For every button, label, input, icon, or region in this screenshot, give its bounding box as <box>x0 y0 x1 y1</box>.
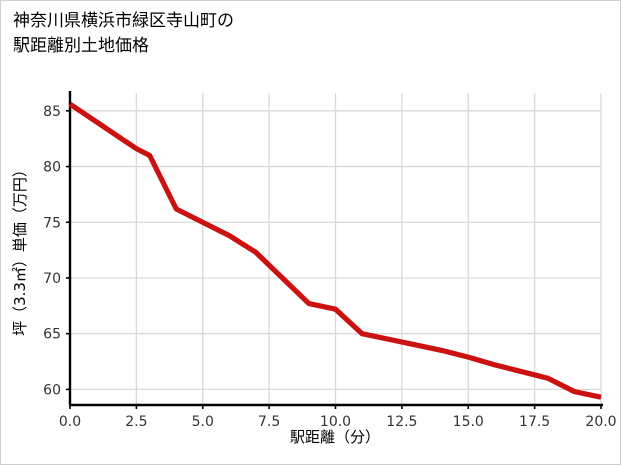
y-tick-label: 75 <box>43 215 61 231</box>
x-tick-label: 0.0 <box>59 414 81 430</box>
x-tick-label: 15.0 <box>453 414 484 430</box>
gridlines <box>69 93 602 405</box>
chart-title: 神奈川県横浜市緑区寺山町の 駅距離別土地価格 <box>13 11 234 56</box>
x-tick-labels: 0.0 2.5 5.0 7.5 10.0 12.5 15.0 17.5 20.0 <box>59 414 617 430</box>
x-tick-label: 7.5 <box>258 414 280 430</box>
x-tick-label: 2.5 <box>125 414 147 430</box>
axis-spines <box>68 91 603 407</box>
data-line-series <box>68 101 602 400</box>
y-tick-label: 80 <box>43 160 61 176</box>
x-tick-label: 12.5 <box>386 414 417 430</box>
y-tick-label: 70 <box>43 271 61 287</box>
data-series-layer <box>68 101 602 400</box>
x-tick-label: 17.5 <box>519 414 550 430</box>
y-axis-title: 坪（3.3㎡）単価（万円） <box>11 162 29 336</box>
y-tick-label: 60 <box>43 382 61 398</box>
y-tick-label: 65 <box>43 327 61 343</box>
x-tick-label: 10.0 <box>320 414 351 430</box>
x-tick-label: 20.0 <box>585 414 616 430</box>
x-axis-title: 駅距離（分） <box>290 428 380 446</box>
y-tick-label: 85 <box>43 104 61 120</box>
x-tick-label: 5.0 <box>192 414 214 430</box>
y-tick-labels: 60 65 70 75 80 85 <box>43 104 61 399</box>
